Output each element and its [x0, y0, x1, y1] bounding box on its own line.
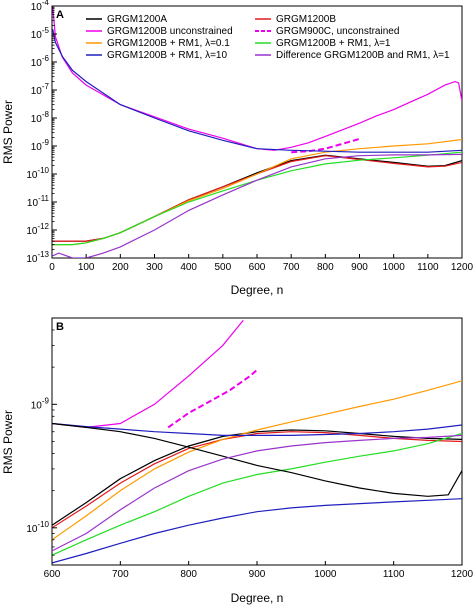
- panel-a-x-tick-label: 600: [249, 262, 266, 273]
- panel-b-y-ticks: 10-10 10-9: [26, 317, 57, 556]
- panel-a-x-tick-label: 400: [180, 262, 197, 273]
- legend-label: GRGM1200B unconstrained: [107, 26, 233, 37]
- panel-b-series: [52, 319, 462, 564]
- panel-a-y-tick-label: 10-13: [26, 250, 49, 265]
- panel-b-letter: B: [56, 321, 64, 333]
- panel-b-y-tick-label: 10-9: [31, 396, 50, 411]
- panel-a-y-tick-label: 10-4: [31, 0, 50, 13]
- panel-a-series-line: [52, 6, 462, 151]
- panel-a-series-line: [52, 155, 462, 242]
- panel-a-frame: [51, 5, 463, 259]
- panel-a: 0 100 200 300 400 500 600 700 800 900 1000 1100 1200…: [1, 0, 474, 297]
- panel-a-x-tick-label: 0: [49, 262, 55, 273]
- legend-label: GRGM1200B: [276, 14, 336, 25]
- panel-a-series-line: [52, 153, 462, 258]
- panel-a-x-tick-label: 200: [112, 262, 129, 273]
- legend-label: GRGM1200A: [107, 14, 167, 25]
- panel-a-x-tick-label: 300: [146, 262, 163, 273]
- panel-b-x-tick-label: 1200: [451, 569, 474, 580]
- panel-a-x-tick-label: 1200: [451, 262, 474, 273]
- panel-a-x-tick-label: 100: [78, 262, 95, 273]
- panel-a-x-tick-label: 700: [283, 262, 300, 273]
- panel-b-series-line: [52, 429, 462, 526]
- panel-b-y-axis-label: RMS Power: [1, 410, 15, 474]
- panel-a-y-tick-label: 10-6: [31, 54, 50, 69]
- panel-b-y-tick-label: 10-10: [26, 520, 49, 535]
- panel-b-x-tick-label: 600: [44, 569, 61, 580]
- panel-b-x-axis-label: Degree, n: [231, 591, 284, 605]
- panel-a-x-axis-label: Degree, n: [231, 283, 284, 297]
- panel-a-y-tick-label: 10-9: [31, 138, 50, 153]
- panel-a-series: [52, 6, 462, 258]
- panel-b-series-line: [52, 434, 462, 552]
- panel-a-x-tick-label: 1000: [383, 262, 406, 273]
- legend-label: GRGM1200B + RM1, λ=1: [276, 38, 391, 49]
- legend-label: GRGM1200B + RM1, λ=0.1: [107, 38, 230, 49]
- panel-a-y-tick-label: 10-5: [31, 26, 50, 41]
- panel-a-y-axis-label: RMS Power: [1, 100, 15, 164]
- panel-a-y-ticks: 10-13 10-12 10-11 10-10 10-9 10-8 10-7 10-6 10-5…: [26, 0, 57, 265]
- legend-label: Difference GRGM1200B and RM1, λ=1: [276, 50, 450, 61]
- panel-a-series-line: [52, 28, 462, 153]
- panel-a-x-tick-label: 500: [214, 262, 231, 273]
- panel-a-y-tick-label: 10-12: [26, 222, 49, 237]
- panel-b-x-ticks: 600 700 800 900 1000 1100 1200: [44, 561, 474, 580]
- legend-label: GRGM1200B + RM1, λ=10: [107, 50, 227, 61]
- panel-a-letter: A: [56, 9, 64, 21]
- panel-b-series-line: [52, 432, 462, 556]
- panel-a-series-line: [291, 137, 360, 154]
- legend-label: GRGM900C, unconstrained: [276, 26, 399, 37]
- panel-b: 600 700 800 900 1000 1100 1200 10-10 10-9 B Deg…: [1, 317, 474, 605]
- panel-b-series-line: [167, 369, 258, 429]
- panel-b-series-line: [52, 498, 462, 564]
- panel-a-y-tick-label: 10-7: [31, 82, 50, 97]
- panel-a-x-ticks: 0 100 200 300 400 500 600 700 800 900 1000 1100 1200: [49, 254, 474, 273]
- panel-b-x-tick-label: 800: [180, 569, 197, 580]
- panel-a-x-tick-label: 800: [317, 262, 334, 273]
- panel-a-x-tick-label: 900: [351, 262, 368, 273]
- panel-b-x-tick-label: 1100: [383, 569, 405, 580]
- legend: GRGM1200A GRGM1200B GRGM1200B unconstraine…: [86, 14, 450, 61]
- panel-b-x-tick-label: 700: [112, 569, 129, 580]
- panel-b-x-tick-label: 900: [249, 569, 266, 580]
- panel-b-series-line: [52, 422, 462, 436]
- panel-b-series-line: [52, 380, 462, 541]
- panel-a-y-tick-label: 10-8: [31, 110, 50, 125]
- panel-a-series-line: [52, 151, 462, 246]
- panel-a-y-tick-label: 10-10: [26, 166, 49, 181]
- panel-b-series-line: [52, 422, 462, 497]
- panel-b-x-tick-label: 1000: [314, 569, 337, 580]
- panel-a-y-tick-label: 10-11: [27, 194, 50, 209]
- panel-a-x-tick-label: 1100: [417, 262, 439, 273]
